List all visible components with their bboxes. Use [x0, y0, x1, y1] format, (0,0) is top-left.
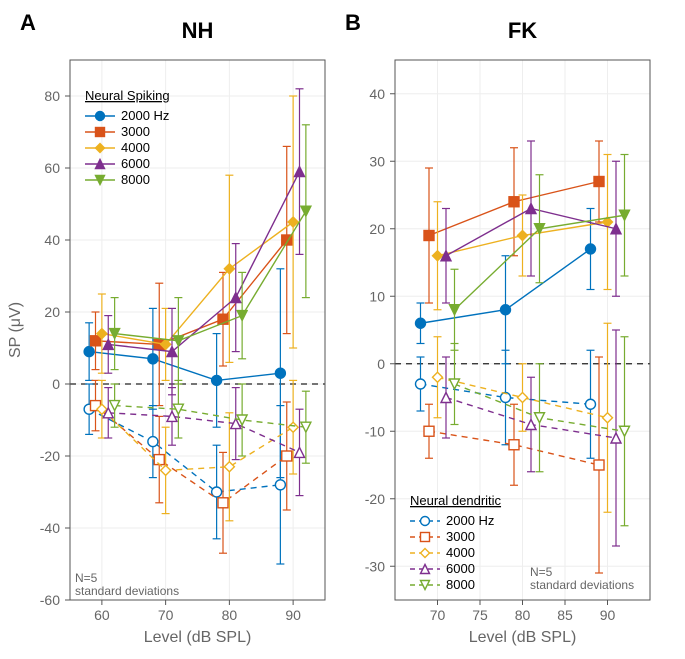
legend-title: Neural dendritic [410, 493, 502, 508]
y-tick-label: 40 [44, 232, 60, 248]
panel-letter: B [345, 10, 361, 35]
x-tick-label: 70 [430, 607, 446, 623]
x-tick-label: 80 [515, 607, 531, 623]
x-tick-label: 80 [222, 607, 238, 623]
x-tick-label: 90 [600, 607, 616, 623]
x-axis-label: Level (dB SPL) [144, 629, 252, 646]
legend-item-label: 2000 Hz [121, 108, 169, 123]
panel-title: NH [182, 18, 214, 43]
y-tick-label: 20 [369, 221, 385, 237]
figure-root: 60 70 80 90 -60 -40 -20 0 20 40 60 80 Level (dB SPL)… [0, 0, 685, 659]
legend-item-label: 4000 [446, 545, 475, 560]
y-tick-label: 10 [369, 288, 385, 304]
y-tick-label: -40 [40, 520, 60, 536]
legend-title: Neural Spiking [85, 88, 170, 103]
y-tick-label: 30 [369, 153, 385, 169]
y-tick-label: -60 [40, 592, 60, 608]
legend-item-label: 3000 [446, 529, 475, 544]
x-tick-label: 75 [472, 607, 488, 623]
x-tick-label: 60 [94, 607, 110, 623]
y-tick-label: 60 [44, 160, 60, 176]
legend-item-label: 3000 [121, 124, 150, 139]
y-tick-label: 80 [44, 88, 60, 104]
y-tick-label: 40 [369, 86, 385, 102]
y-tick-label: 0 [52, 376, 60, 392]
legend-item-label: 6000 [446, 561, 475, 576]
y-tick-label: -20 [365, 491, 385, 507]
legend-item-label: 4000 [121, 140, 150, 155]
legend-item-label: 8000 [121, 172, 150, 187]
y-tick-label: 0 [377, 356, 385, 372]
y-tick-label: -30 [365, 558, 385, 574]
panel-letter: A [20, 10, 36, 35]
y-axis-label: SP (μV) [7, 302, 24, 358]
legend-item-label: 6000 [121, 156, 150, 171]
y-tick-label: -10 [365, 423, 385, 439]
annotation-line: N=5 [530, 565, 553, 579]
x-tick-label: 70 [158, 607, 174, 623]
legend-item-label: 8000 [446, 577, 475, 592]
legend-item-label: 2000 Hz [446, 513, 494, 528]
annotation-line: N=5 [75, 571, 98, 585]
x-tick-label: 90 [285, 607, 301, 623]
annotation-line: standard deviations [530, 578, 634, 592]
x-tick-label: 85 [557, 607, 573, 623]
panel-title: FK [508, 18, 537, 43]
y-tick-label: 20 [44, 304, 60, 320]
x-axis-label: Level (dB SPL) [469, 629, 577, 646]
y-tick-label: -20 [40, 448, 60, 464]
annotation-line: standard deviations [75, 584, 179, 598]
